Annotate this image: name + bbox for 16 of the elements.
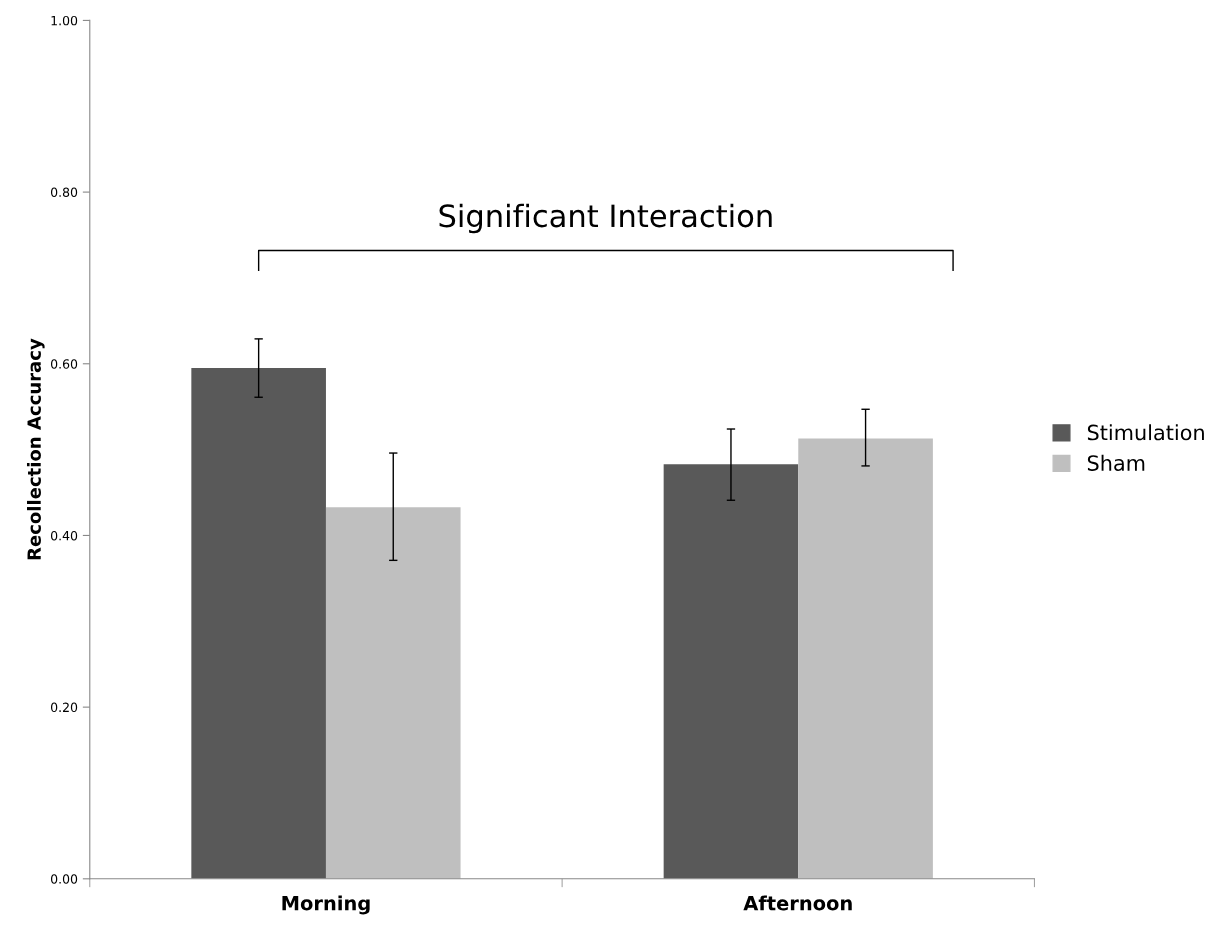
y-tick-label: 0.40 <box>50 530 78 541</box>
legend-label: Stimulation <box>1087 424 1204 441</box>
y-tick-label: 0.00 <box>50 874 78 884</box>
annotation: Significant Interaction <box>439 203 772 234</box>
x-tick-label: Afternoon <box>743 895 852 911</box>
bar <box>663 464 799 879</box>
bar <box>798 438 933 879</box>
x-tick-label: Morning <box>282 895 370 915</box>
y-tick-label: 0.20 <box>50 702 78 713</box>
y-tick-label: 0.80 <box>50 187 78 198</box>
y-tick-label: 0.60 <box>50 359 78 369</box>
bar <box>325 507 461 879</box>
y-tick-label: 1.00 <box>51 15 78 26</box>
y-axis-title: Recollection Accuracy <box>26 338 45 560</box>
bar <box>191 368 326 879</box>
legend-label: Sham <box>1087 454 1145 471</box>
